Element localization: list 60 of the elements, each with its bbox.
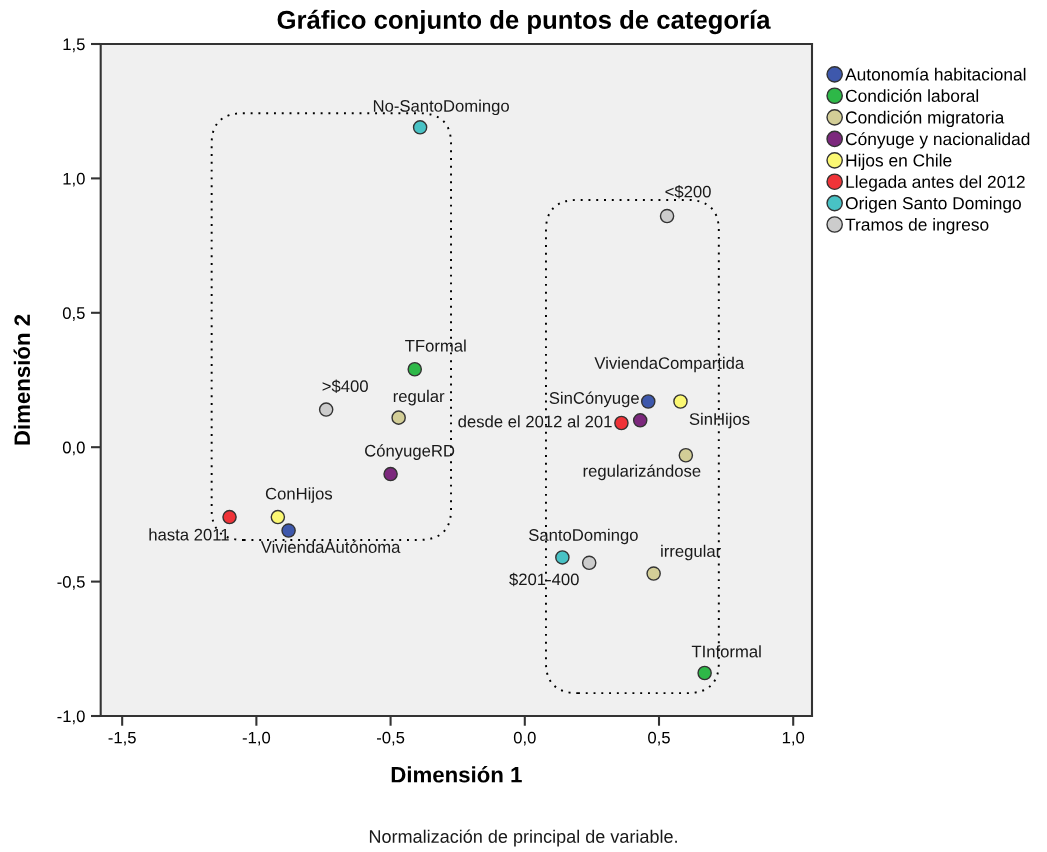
annotation: TInformal — [691, 645, 761, 658]
y-tick-label: 1,5 — [63, 38, 85, 53]
annotation: ViviendaAutónoma — [260, 540, 401, 553]
point — [391, 410, 406, 425]
annotation: hasta 2011 — [149, 528, 229, 541]
point — [318, 402, 334, 417]
point — [659, 208, 675, 224]
x-axis-title: Dimensión 1 — [391, 766, 522, 783]
x-tick-label: -0,5 — [376, 731, 405, 746]
point — [407, 361, 423, 377]
legend-label: Llegada antes del 2012 — [846, 175, 1025, 192]
x-tick-label: 1,0 — [782, 731, 805, 746]
y-tick-label: 1,0 — [63, 172, 85, 187]
annotation: SinHijos — [689, 412, 750, 429]
x-tick-label: 0,0 — [513, 731, 536, 746]
annotation: SinCónyuge — [549, 391, 639, 408]
annotation: desde el 2012 al 201 — [458, 415, 612, 428]
point — [281, 523, 296, 538]
point — [697, 665, 712, 681]
point — [270, 509, 286, 525]
point — [614, 415, 629, 431]
legend-label: Hijos en Chile — [846, 153, 952, 171]
chart-title: Gráfico conjunto de puntos de categoría — [277, 9, 771, 35]
annotation: TFormal — [405, 339, 466, 352]
annotation: regular — [393, 389, 445, 406]
y-tick-label: -1,0 — [57, 710, 85, 725]
legend-label: Tramos de ingreso — [845, 218, 989, 235]
legend-label: Condición laboral — [845, 89, 979, 102]
annotation: CónyugeRD — [365, 444, 455, 460]
legend-label: Autonomía habitacional — [845, 67, 1026, 81]
annotation: <$200 — [665, 185, 711, 199]
point — [555, 550, 570, 565]
point — [222, 509, 237, 525]
y-tick-label: 0,0 — [62, 441, 85, 456]
legend-label: Cónyuge y nacionalidad — [845, 132, 1030, 149]
annotation: ConHijos — [265, 487, 333, 503]
y-tick-label: 0,5 — [62, 307, 85, 321]
x-tick-label: -1,0 — [242, 731, 271, 746]
text: Normalización de principal de variable. — [369, 829, 677, 847]
point — [383, 466, 398, 482]
annotation: SantoDomingo — [529, 528, 638, 545]
point — [632, 413, 648, 428]
legend-label: Condición migratoria — [845, 110, 1005, 128]
x-tick-label: -1,5 — [108, 731, 136, 746]
annotation: $201-400 — [509, 572, 579, 587]
point — [673, 394, 688, 409]
y-axis-title: Dimensión 2 — [13, 314, 31, 445]
point — [646, 566, 661, 581]
point — [412, 120, 428, 135]
x-tick-label: 0,5 — [648, 731, 670, 746]
point — [640, 394, 656, 409]
point — [678, 447, 694, 463]
y-tick-label: -0,5 — [57, 576, 85, 590]
annotation: irregular — [661, 544, 721, 561]
legend-label: Origen Santo Domingo — [845, 196, 1021, 213]
annotation: No-SantoDomingo — [373, 99, 509, 116]
annotation: ViviendaCompartida — [594, 356, 745, 373]
point — [581, 555, 597, 571]
annotation: >$400 — [322, 379, 368, 394]
annotation: regularizándose — [583, 464, 701, 481]
